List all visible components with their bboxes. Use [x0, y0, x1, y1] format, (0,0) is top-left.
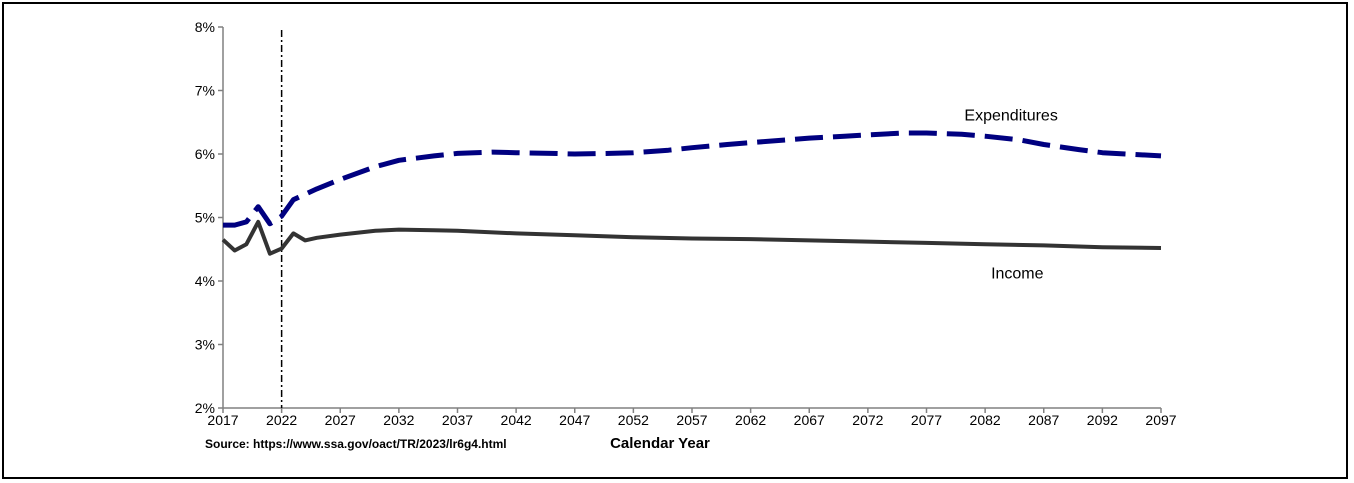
y-tick-label: 2%: [195, 400, 215, 416]
x-tick-label: 2032: [383, 412, 414, 428]
x-tick-label: 2077: [911, 412, 942, 428]
axes: 2% 3% 4% 5% 6% 7% 8% 2017 2022 2027 2032 2037 2042 20…: [195, 19, 1177, 428]
series-line-expenditures: [223, 130, 1162, 228]
series-label-income: Income: [991, 265, 1044, 282]
x-tick-label: 2087: [1028, 412, 1059, 428]
y-tick-label: 8%: [195, 19, 215, 35]
x-tick-label: 2027: [325, 412, 356, 428]
y-tick-label: 6%: [195, 146, 215, 162]
x-tick-label: 2037: [442, 412, 473, 428]
x-tick-label: 2082: [970, 412, 1001, 428]
x-tick-label: 2052: [618, 412, 649, 428]
y-tick-label: 3%: [195, 337, 215, 353]
x-tick-label: 2042: [501, 412, 532, 428]
x-tick-label: 2092: [1087, 412, 1118, 428]
x-tick-label: 2047: [559, 412, 590, 428]
x-axis-title: Calendar Year: [610, 435, 710, 452]
x-tick-label: 2017: [207, 412, 238, 428]
y-tick-label: 4%: [195, 273, 215, 289]
y-tick-label: 5%: [195, 210, 215, 226]
y-tick-label: 7%: [195, 83, 215, 99]
x-tick-label: 2057: [676, 412, 707, 428]
x-tick-label: 2062: [735, 412, 766, 428]
x-tick-label: 2022: [266, 412, 297, 428]
source-note: Source: https://www.ssa.gov/oact/TR/2023…: [205, 437, 507, 451]
series-label-expenditures: Expenditures: [964, 107, 1057, 124]
series-line-income: [221, 219, 1162, 256]
x-tick-label: 2072: [852, 412, 883, 428]
labels: Expenditures Income: [964, 107, 1057, 282]
series-lines: [221, 130, 1162, 256]
x-tick-label: 2097: [1145, 412, 1176, 428]
x-tick-label: 2067: [794, 412, 825, 428]
